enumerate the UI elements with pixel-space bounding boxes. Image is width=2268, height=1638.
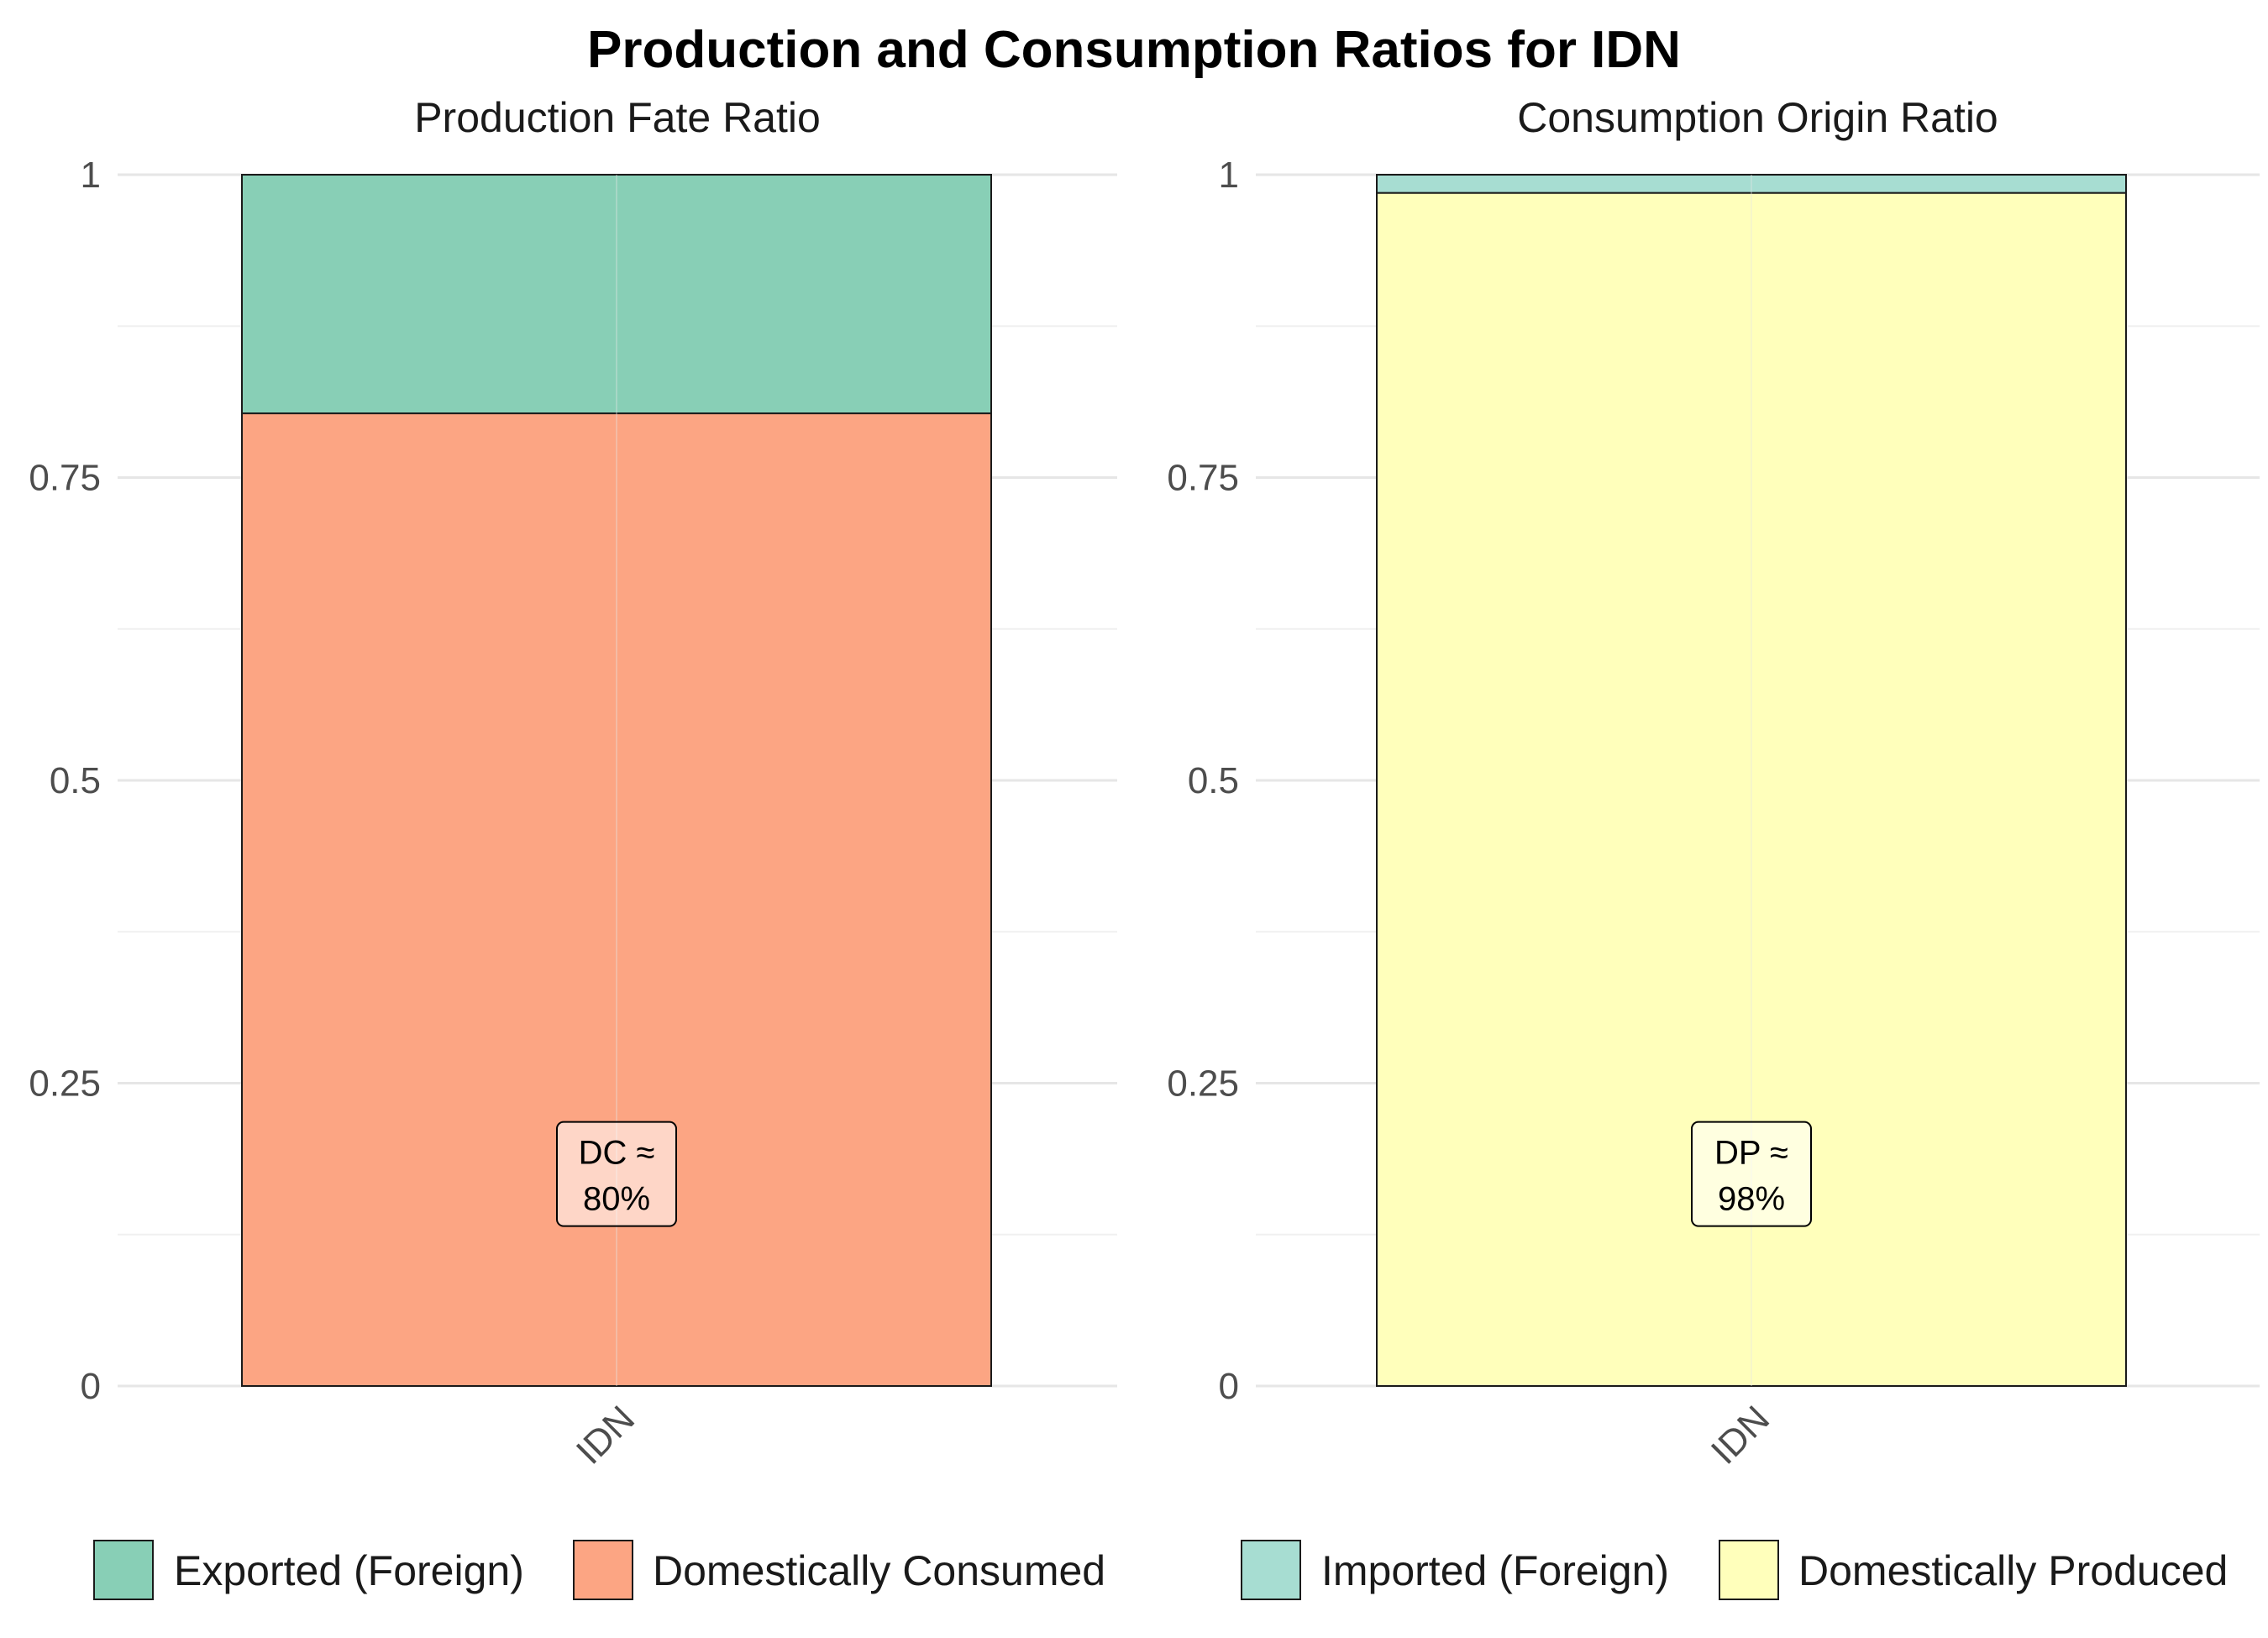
panel-title: Consumption Origin Ratio xyxy=(1517,94,1998,141)
legend-label: Domestically Consumed xyxy=(653,1547,1105,1594)
y-tick-label: 1 xyxy=(1219,155,1239,196)
annotation-label: DC ≈ 80% xyxy=(556,1121,677,1227)
annotation-line-2: 98% xyxy=(1718,1181,1785,1218)
x-tick-label: IDN xyxy=(569,1398,643,1472)
y-tick-label: 1 xyxy=(81,155,101,196)
legend-label: Domestically Produced xyxy=(1798,1547,2228,1594)
annotation-box xyxy=(556,1121,677,1227)
legend-swatch xyxy=(1241,1540,1301,1600)
y-tick-label: 0.25 xyxy=(29,1063,101,1105)
annotation-line-1: DC ≈ xyxy=(579,1135,655,1172)
bar-segment-imported-foreign xyxy=(1376,174,2127,194)
legend-label: Exported (Foreign) xyxy=(174,1547,524,1594)
annotation-label: DP ≈ 98% xyxy=(1691,1121,1812,1227)
y-tick-label: 0.75 xyxy=(1167,458,1239,499)
chart-title: Production and Consumption Ratios for ID… xyxy=(587,21,1681,79)
chart-panel-2: Consumption Origin Ratio 0 0.25 0.5 0.75 1 IDN… xyxy=(1167,94,2260,1473)
x-tick-label: IDN xyxy=(1704,1398,1777,1472)
annotation-line-2: 80% xyxy=(583,1181,650,1218)
annotation-box xyxy=(1691,1121,1812,1227)
legend-swatch xyxy=(93,1540,154,1600)
y-tick-label: 0.5 xyxy=(50,760,101,801)
y-tick-label: 0.5 xyxy=(1188,760,1239,801)
legend-1: Exported (Foreign) Domestically Consumed xyxy=(93,1540,1105,1600)
legend-swatch xyxy=(1719,1540,1779,1600)
legend-swatch xyxy=(573,1540,633,1600)
bar-segment-exported-foreign xyxy=(241,174,992,415)
chart-panel-1: Production Fate Ratio 0 0.25 0.5 0.75 1 IDN DC … xyxy=(29,94,1117,1473)
y-tick-label: 0.75 xyxy=(29,458,101,499)
panel-title: Production Fate Ratio xyxy=(414,94,821,141)
legend-label: Imported (Foreign) xyxy=(1321,1547,1669,1594)
y-tick-label: 0 xyxy=(81,1366,101,1407)
y-tick-label: 0 xyxy=(1219,1366,1239,1407)
legend-2: Imported (Foreign) Domestically Produced xyxy=(1241,1540,2228,1600)
annotation-line-1: DP ≈ xyxy=(1714,1135,1788,1172)
y-tick-label: 0.25 xyxy=(1167,1063,1239,1105)
